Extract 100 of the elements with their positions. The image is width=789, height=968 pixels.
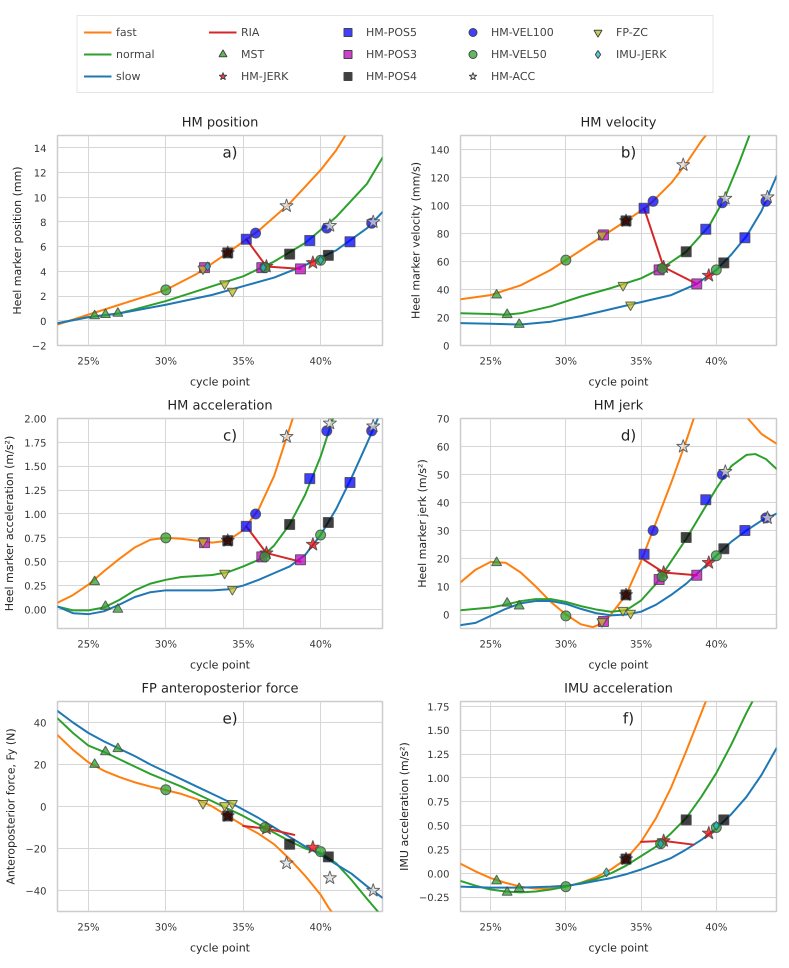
chart-title: FP anteroposterior force [142,682,298,696]
y-axis-title: Heel marker acceleration (m/s²) [3,436,16,612]
y-tick-label: 0.25 [24,582,46,593]
y-tick-label: 120 [430,174,450,184]
x-tick-label: 25% [479,640,502,650]
legend-label: HM-JERK [241,70,290,82]
legend-label: HM-VEL100 [491,26,555,38]
y-tick-label: 100 [430,202,450,212]
legend-label: HM-POS5 [366,26,418,38]
x-axis-title: cycle point [588,658,650,672]
x-tick-label: 40% [705,356,728,368]
y-tick-label: 4 [40,267,47,278]
y-tick-label: 30 [436,526,450,538]
y-axis-title: Heel marker jerk (m/s²) [416,459,429,588]
x-tick-label: 30% [154,356,177,368]
y-tick-label: 1.25 [24,486,46,498]
x-tick-label: 25% [479,356,502,368]
y-tick-label: 0.25 [427,845,450,856]
y-tick-label: 0.50 [24,558,46,569]
legend-label: FP-ZC [616,26,649,38]
x-tick-label: 35% [630,356,652,368]
annotation: c) [222,426,238,444]
x-tick-label: 25% [77,922,100,934]
y-tick-label: 0.50 [427,822,450,833]
y-tick-label: 1.50 [427,726,450,738]
x-tick-label: 30% [554,640,577,650]
y-tick-label: 1.50 [24,462,46,474]
chart-title: HM velocity [580,116,657,130]
annotation: d) [620,426,636,444]
annotation: a) [222,144,238,162]
chart-title: HM jerk [594,398,644,414]
y-axis-title: Anteroposterior force, Fy (N) [4,728,18,885]
y-tick-label: 0.00 [427,869,450,880]
y-tick-label: 0.75 [427,798,450,809]
annotation: e) [222,710,238,728]
chart-title: HM position [182,116,258,130]
x-tick-label: 25% [77,356,100,368]
y-tick-label: 14 [34,144,47,155]
y-tick-label: 0 [443,610,450,622]
y-tick-label: 8 [40,218,47,229]
y-tick-label: −40 [25,886,47,898]
x-tick-label: 35% [232,640,254,650]
legend-label: HM-POS4 [366,70,418,82]
y-tick-label: 0 [40,802,47,814]
x-tick-label: 40% [705,922,728,934]
y-tick-label: 2 [40,292,47,304]
y-tick-label: 1.00 [427,774,450,785]
y-tick-label: 0.00 [24,605,46,616]
y-tick-label: 1.00 [24,510,46,521]
y-tick-label: 2.00 [24,414,46,426]
x-tick-label: 35% [630,640,652,650]
x-tick-label: 40% [309,922,332,934]
y-tick-label: 40 [436,498,450,510]
y-tick-label: 12 [34,168,47,180]
y-tick-label: 0.75 [24,534,46,545]
legend-label: HM-POS3 [366,48,418,60]
y-axis-title: Heel marker velocity (mm/s) [409,162,422,320]
y-tick-label: 20 [34,760,47,772]
legend-label: HM-VEL50 [491,48,548,60]
legend-label: slow [116,70,142,82]
y-tick-label: 0 [443,342,450,352]
y-tick-label: −0.25 [418,893,450,904]
x-tick-label: 40% [309,356,332,368]
annotation: b) [620,144,636,162]
y-tick-label: 10 [34,193,47,204]
x-tick-label: 35% [232,922,254,934]
x-tick-label: 30% [154,922,177,934]
legend-label: MST [241,48,266,60]
y-tick-label: 40 [436,286,450,296]
x-tick-label: 25% [479,922,502,934]
x-axis-title: cycle point [190,658,251,672]
legend-label: RIA [241,26,260,38]
x-tick-label: 30% [554,356,577,368]
y-tick-label: 6 [40,242,47,254]
y-tick-label: 1.75 [24,438,46,450]
legend-label: normal [116,48,156,60]
y-tick-label: 140 [430,146,450,156]
annotation: f) [622,710,634,728]
y-tick-label: −2 [32,342,47,352]
y-axis-title: IMU acceleration (m/s²) [398,742,411,871]
x-tick-label: 35% [232,356,254,368]
y-tick-label: 70 [436,414,450,426]
y-tick-label: 1.75 [427,702,450,714]
y-tick-label: 20 [436,554,450,566]
y-tick-label: 0 [40,316,47,328]
x-tick-label: 40% [705,640,728,650]
y-tick-label: −20 [25,844,47,856]
y-tick-label: 60 [436,442,450,454]
x-tick-label: 25% [77,640,100,650]
legend-label: HM-ACC [491,70,536,82]
x-axis-title: cycle point [588,942,650,954]
y-tick-label: 10 [436,582,450,594]
y-tick-label: 80 [436,230,450,240]
legend-label: fast [116,26,138,38]
x-axis-title: cycle point [190,376,251,388]
x-tick-label: 30% [554,922,577,934]
chart-title: IMU acceleration [564,682,673,696]
y-tick-label: 60 [436,258,450,268]
x-tick-label: 30% [154,640,177,650]
y-axis-title: Heel marker position (mm) [10,166,24,315]
